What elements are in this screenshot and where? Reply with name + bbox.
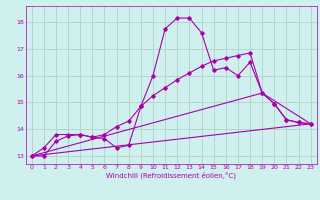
X-axis label: Windchill (Refroidissement éolien,°C): Windchill (Refroidissement éolien,°C) bbox=[106, 172, 236, 179]
